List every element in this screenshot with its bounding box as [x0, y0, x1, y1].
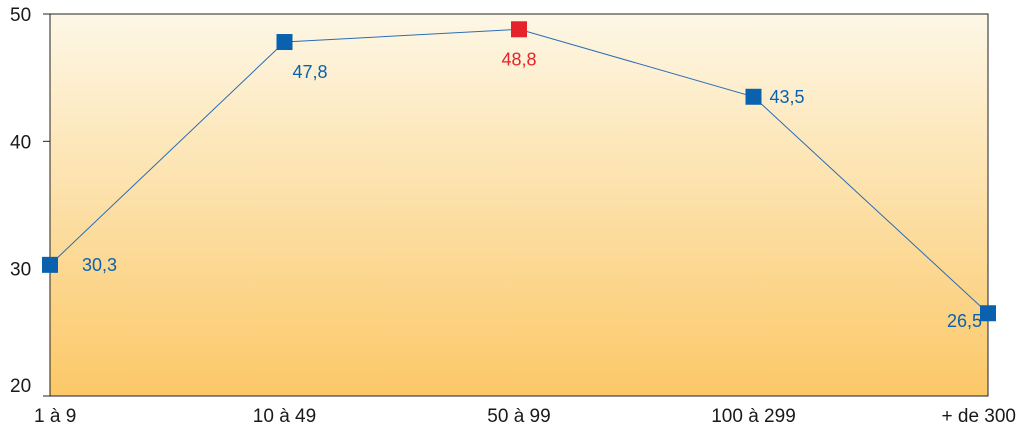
y-axis: 20 30 40 50	[10, 5, 50, 397]
data-label: 48,8	[501, 49, 536, 69]
data-labels: 30,3 47,8 48,8 43,5 26,5	[82, 49, 982, 331]
x-tick-label: 1 à 9	[34, 406, 76, 427]
data-point-marker	[980, 305, 996, 322]
data-label: 43,5	[770, 87, 805, 107]
data-label: 26,5	[947, 311, 982, 331]
data-label: 30,3	[82, 255, 117, 275]
data-point-marker	[511, 21, 527, 38]
data-label: 47,8	[293, 62, 328, 82]
x-tick-label: 50 à 99	[487, 406, 550, 427]
data-point-marker	[745, 88, 762, 105]
x-tick-label: 10 à 49	[253, 406, 316, 427]
y-tick-label: 20	[10, 376, 31, 397]
x-tick-label: + de 300	[942, 406, 1017, 427]
data-point-marker	[276, 34, 293, 51]
plot-area	[49, 13, 989, 397]
y-tick-label: 40	[10, 132, 31, 153]
data-points	[42, 21, 996, 322]
x-axis: 1 à 9 10 à 49 50 à 99 100 à 299 + de 300	[34, 406, 1016, 427]
y-tick-label: 30	[10, 260, 31, 281]
data-point-marker	[42, 256, 58, 273]
y-tick-label: 50	[10, 5, 31, 26]
x-tick-label: 100 à 299	[711, 406, 796, 427]
